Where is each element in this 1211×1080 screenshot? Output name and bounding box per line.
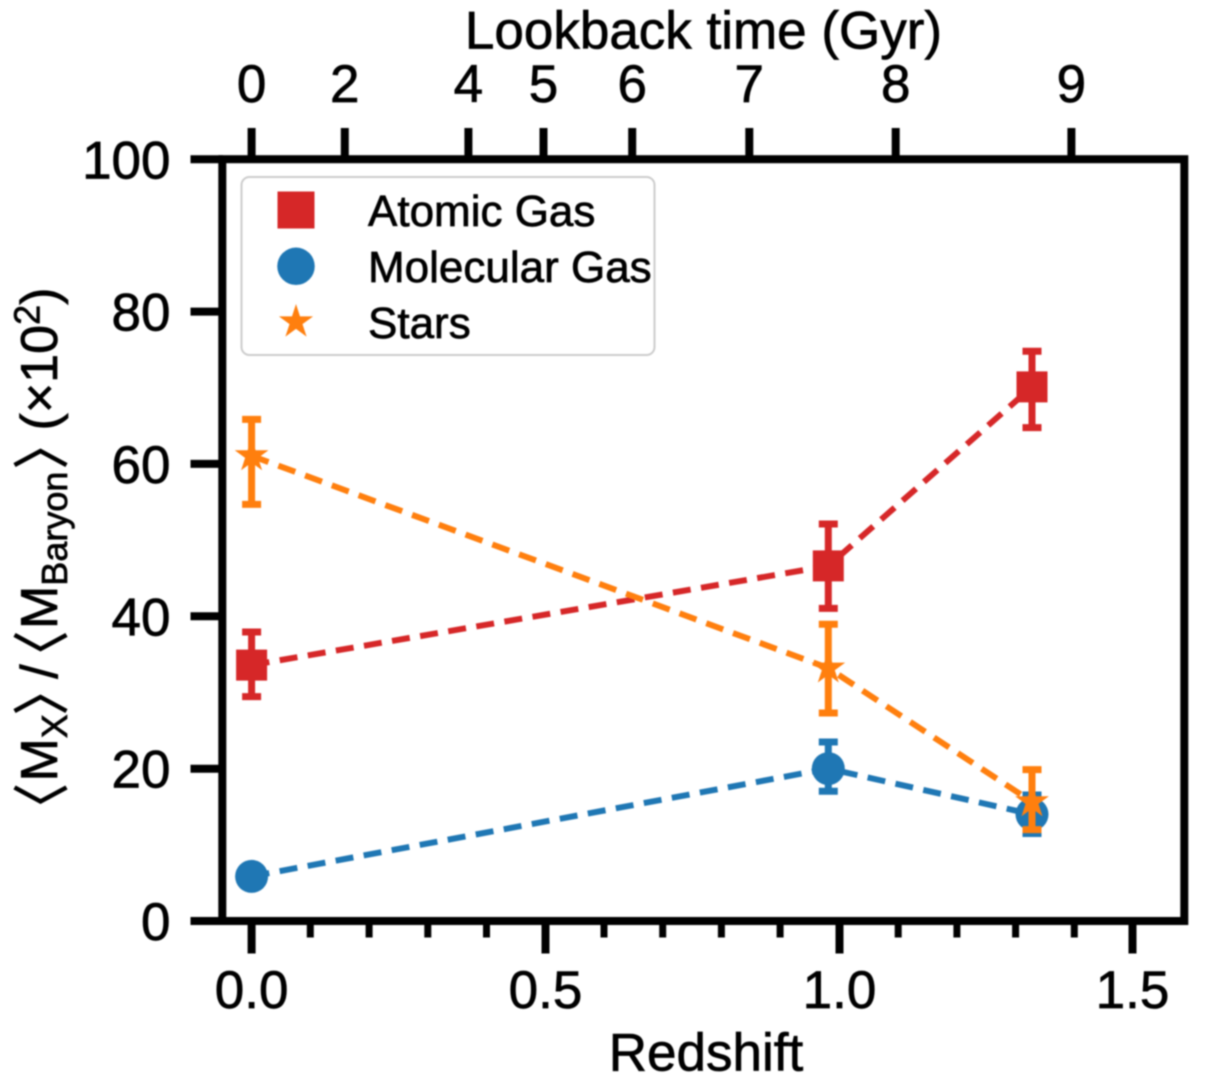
svg-text:Atomic Gas: Atomic Gas	[368, 187, 595, 236]
svg-text:7: 7	[735, 55, 764, 114]
svg-text:5: 5	[529, 55, 558, 114]
svg-text:X: X	[34, 714, 75, 738]
svg-text:40: 40	[112, 588, 171, 647]
svg-text:Baryon: Baryon	[34, 472, 75, 586]
svg-text:2: 2	[7, 305, 48, 325]
svg-text:0.0: 0.0	[215, 961, 289, 1020]
svg-text:0: 0	[237, 55, 266, 114]
svg-text:Redshift: Redshift	[609, 1024, 804, 1080]
svg-text:100: 100	[82, 131, 170, 190]
svg-text:M: M	[11, 738, 69, 781]
svg-text:Lookback time (Gyr): Lookback time (Gyr)	[465, 1, 942, 60]
svg-text:M: M	[11, 586, 69, 629]
svg-text:(×10: (×10	[11, 325, 69, 431]
svg-text:): )	[11, 288, 69, 305]
svg-text:20: 20	[112, 741, 171, 800]
svg-text:0: 0	[141, 893, 170, 952]
svg-text:Molecular Gas: Molecular Gas	[368, 243, 652, 292]
svg-text:4: 4	[454, 55, 483, 114]
svg-text:6: 6	[617, 55, 646, 114]
svg-text:0.5: 0.5	[509, 961, 583, 1020]
svg-text:80: 80	[112, 284, 171, 343]
svg-text:1.5: 1.5	[1096, 961, 1170, 1020]
svg-text:2: 2	[330, 55, 359, 114]
svg-text:Stars: Stars	[368, 299, 471, 348]
svg-text:9: 9	[1057, 55, 1086, 114]
svg-text:8: 8	[881, 55, 910, 114]
svg-text:1.0: 1.0	[803, 961, 877, 1020]
svg-text:60: 60	[112, 436, 171, 495]
svg-text:/: /	[11, 664, 69, 679]
